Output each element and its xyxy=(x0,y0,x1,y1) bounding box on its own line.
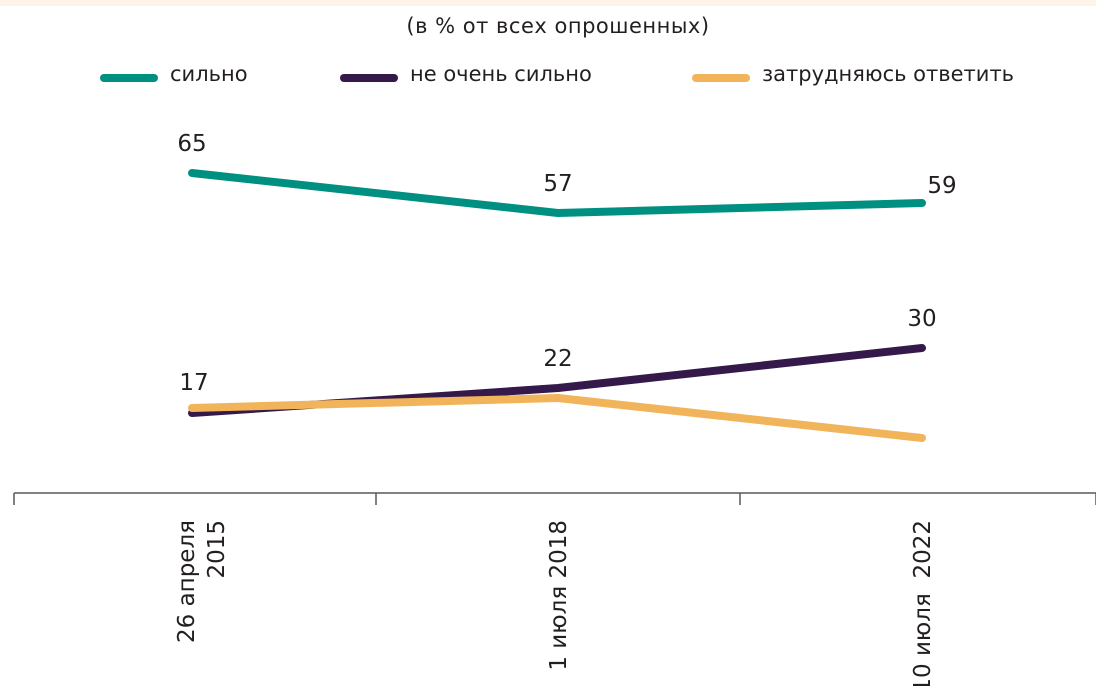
data-label-0-0: 65 xyxy=(177,131,206,157)
x-tick-label-2-line-0: 10 июля 2022 xyxy=(910,520,936,686)
series-line-2 xyxy=(188,394,926,442)
data-label-0-2: 59 xyxy=(927,173,956,199)
legend-label-ne-ochen-silno: не очень сильно xyxy=(410,62,592,86)
x-tick-label-0: 26 апреля 2015 xyxy=(174,520,230,643)
x-tick-label-0-line-0: 26 апреля xyxy=(174,520,200,643)
chart-subtitle: (в % от всех опрошенных) xyxy=(406,14,710,38)
data-label-0-1: 57 xyxy=(543,171,572,197)
x-tick-label-1-line-0: 1 июля 2018 xyxy=(546,520,572,671)
legend-label-zatrudnyayus: затрудняюсь ответить xyxy=(762,62,1015,86)
legend-label-silno: сильно xyxy=(170,62,248,86)
data-label-2-0: 17 xyxy=(179,370,208,396)
data-label-1-2: 30 xyxy=(907,306,936,332)
legend-swatch-silno xyxy=(100,74,158,82)
x-tick-label-1: 1 июля 2018 xyxy=(546,520,572,671)
top-decor-bar xyxy=(0,0,1096,6)
x-tick-label-0-line-1: 2015 xyxy=(204,520,230,579)
legend-swatch-ne-ochen-silno xyxy=(340,74,398,82)
legend-swatch-zatrudnyayus xyxy=(692,74,750,82)
data-label-1-1: 22 xyxy=(543,346,572,372)
x-tick-label-2: 10 июля 2022 xyxy=(910,520,936,686)
